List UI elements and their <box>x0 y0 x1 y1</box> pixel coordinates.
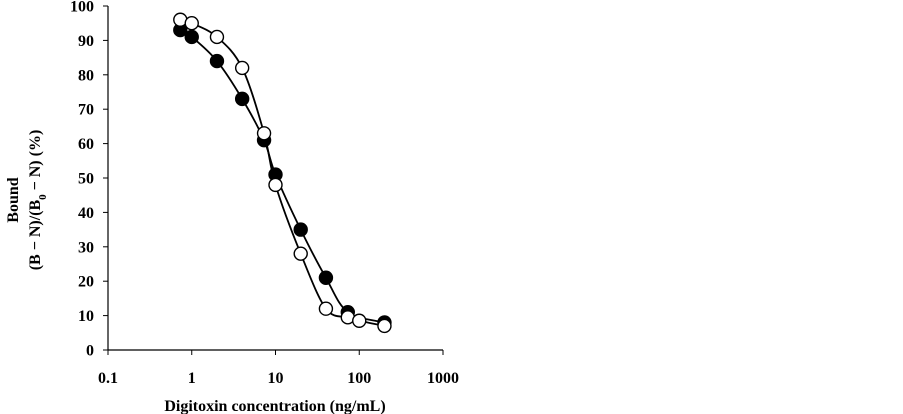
series-2-point <box>377 318 392 334</box>
series-2-point <box>318 301 334 316</box>
y-tick-label: 30 <box>78 239 94 256</box>
y-tick-label: 80 <box>78 67 94 84</box>
x-tick-label: 100 <box>347 370 371 387</box>
y-tick-label: 60 <box>78 136 94 153</box>
series-2-point <box>352 313 367 328</box>
y-axis-title-line2: (B − N)/(B0 − N) (%) <box>27 130 49 271</box>
y-tick-label: 40 <box>78 205 94 222</box>
series-2-point <box>234 60 250 76</box>
series-2-point <box>184 16 199 31</box>
x-tick-label: 10 <box>268 370 284 387</box>
series-2-point <box>293 246 308 261</box>
y-axis-title: Bound (B − N)/(B0 − N) (%) <box>5 130 49 271</box>
y-tick-label: 10 <box>78 308 94 325</box>
plot-area: 0 10 20 30 40 50 60 70 80 90 100 0.1 1 10 100 1000 <box>70 0 459 387</box>
x-tick-label: 0.1 <box>98 370 118 387</box>
y-axis-title-line1: Bound <box>5 177 22 222</box>
y-tick-label: 90 <box>78 33 94 50</box>
y-tick-label: 100 <box>70 0 94 16</box>
series-2-point <box>256 126 272 141</box>
series-1-point <box>293 222 308 237</box>
y-tick-label: 0 <box>86 343 94 360</box>
series-1-point <box>234 91 250 107</box>
series-1-point <box>209 53 225 69</box>
y-tick-label: 50 <box>78 171 94 188</box>
y-tick-label: 20 <box>78 274 94 291</box>
y-tick-label: 70 <box>78 102 94 119</box>
series-1-point <box>318 270 334 285</box>
x-axis-title: Digitoxin concentration (ng/mL) <box>164 398 385 414</box>
x-tick-label: 1 <box>188 370 196 387</box>
series-2-point <box>268 177 283 193</box>
series-2-point <box>209 29 225 45</box>
x-tick-label: 1000 <box>427 370 459 387</box>
series-1-point <box>184 29 199 45</box>
